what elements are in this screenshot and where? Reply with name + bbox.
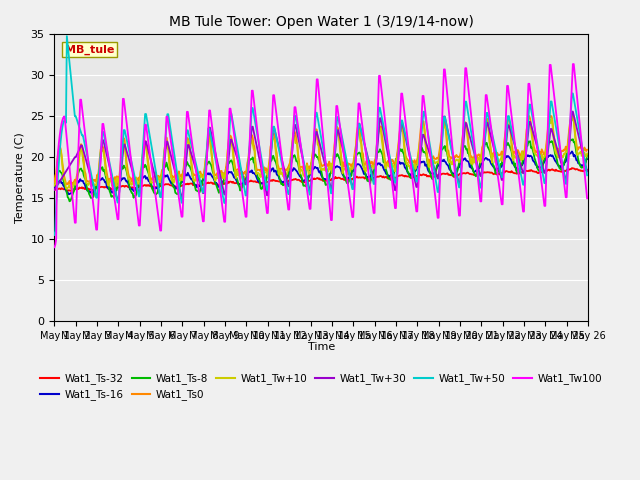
Legend: Wat1_Ts-32, Wat1_Ts-16, Wat1_Ts-8, Wat1_Ts0, Wat1_Tw+10, Wat1_Tw+30, Wat1_Tw+50,: Wat1_Ts-32, Wat1_Ts-16, Wat1_Ts-8, Wat1_… [36,369,606,405]
Y-axis label: Temperature (C): Temperature (C) [15,132,25,223]
Title: MB Tule Tower: Open Water 1 (3/19/14-now): MB Tule Tower: Open Water 1 (3/19/14-now… [169,15,474,29]
Text: MB_tule: MB_tule [65,44,115,55]
X-axis label: Time: Time [308,342,335,352]
